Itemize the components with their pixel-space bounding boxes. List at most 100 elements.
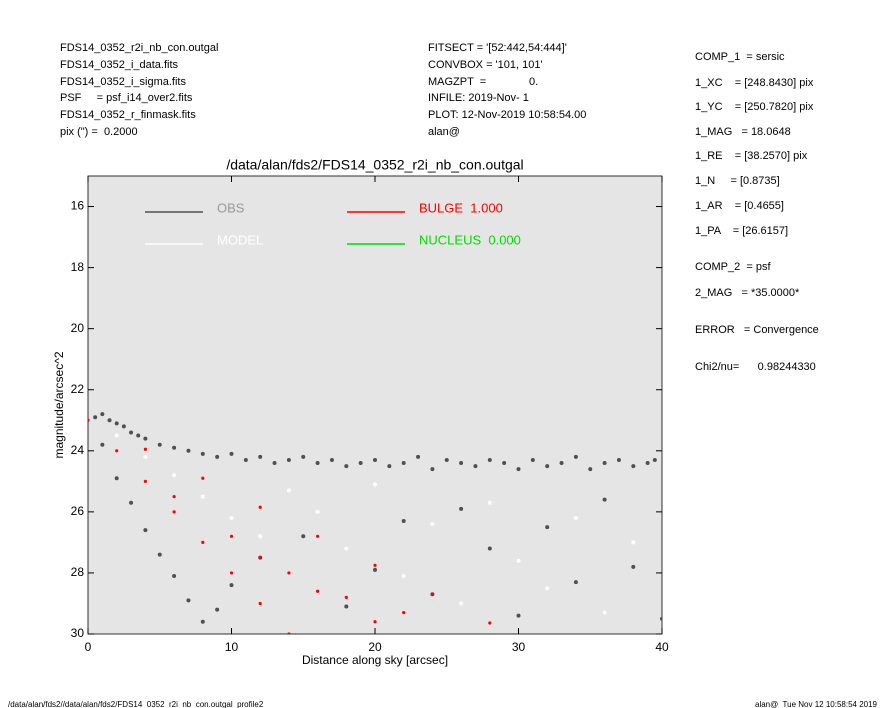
fit-param-line: 2_MAG = *35.0000* [695, 287, 800, 299]
data-point [157, 552, 162, 557]
data-point [301, 454, 306, 459]
data-point [488, 621, 492, 625]
plot-area [87, 175, 663, 635]
data-point [172, 473, 177, 478]
data-point [215, 607, 220, 612]
legend-label: OBS [217, 200, 245, 215]
fit-param-line: 1_PA = [26.6157] [695, 225, 789, 237]
data-point [573, 515, 578, 520]
data-point [373, 563, 377, 567]
data-point [401, 573, 406, 578]
data-point [344, 546, 349, 551]
header-middle-line: CONVBOX = '101, 101' [428, 58, 543, 71]
data-point [88, 418, 90, 422]
data-point [93, 415, 98, 420]
y-tick-label: 22 [71, 382, 85, 396]
data-point [545, 464, 550, 469]
data-point [229, 583, 234, 588]
header-left-line: pix (") = 0.2000 [60, 126, 138, 138]
data-point [660, 616, 662, 621]
y-tick-label: 24 [71, 443, 85, 457]
data-point [100, 412, 105, 417]
data-point [588, 467, 593, 472]
data-point [459, 506, 464, 511]
data-point [143, 447, 147, 451]
header-middle-line: INFILE: 2019-Nov- 1 [428, 92, 529, 105]
data-point [444, 457, 449, 462]
data-point [373, 567, 377, 572]
data-point [272, 461, 277, 466]
data-point [229, 534, 234, 538]
data-point [287, 571, 291, 575]
x-tick-label: 20 [368, 640, 382, 654]
data-point [631, 564, 636, 569]
data-point [129, 500, 134, 505]
data-point [201, 540, 205, 545]
data-point [401, 461, 406, 466]
data-point [129, 430, 134, 435]
data-point [473, 464, 478, 469]
data-point [100, 442, 105, 447]
data-point [416, 454, 421, 459]
data-point [430, 522, 435, 527]
data-point [258, 534, 263, 539]
y-tick-label: 16 [71, 199, 85, 213]
data-point [430, 592, 434, 596]
data-point [301, 534, 306, 539]
y-axis-label: magnitude/arcsec^2 [52, 351, 66, 458]
x-tick-label: 10 [225, 640, 239, 654]
data-point [545, 586, 550, 591]
data-point [315, 509, 320, 514]
data-point [602, 610, 607, 615]
data-point [143, 528, 148, 533]
x-tick-label: 30 [512, 640, 526, 654]
fit-param-line: 1_AR = [0.4655] [695, 200, 784, 212]
data-point [559, 461, 564, 466]
data-point [172, 573, 177, 578]
data-point [287, 632, 291, 634]
data-point [286, 488, 291, 493]
data-point [229, 451, 234, 456]
footer-left: /data/alan/fds2//data/alan/fds2/FDS14_03… [8, 700, 264, 708]
data-point [258, 601, 262, 606]
data-point [373, 482, 377, 487]
data-point [373, 457, 377, 462]
data-point [286, 457, 291, 462]
data-point [487, 500, 492, 505]
header-middle-line: FITSECT = '[52:442,54:444]' [428, 42, 567, 54]
data-point [121, 424, 126, 429]
data-point [229, 571, 234, 575]
data-point [136, 433, 141, 438]
header-left-line: FDS14_0352_r2i_nb_con.outgal [60, 42, 219, 54]
data-point [316, 589, 320, 593]
data-point [459, 601, 464, 606]
data-point [186, 448, 191, 453]
data-point [329, 457, 334, 462]
data-point [516, 558, 521, 563]
footer-right: alan@ Tue Nov 12 10:58:54 2019 [755, 700, 877, 708]
data-point [258, 556, 262, 560]
data-point [172, 510, 176, 514]
fit-param-line: 1_MAG = 18.0648 [695, 126, 791, 138]
fit-param-line: COMP_2 = psf [695, 261, 771, 273]
data-point [573, 580, 578, 585]
data-point [487, 546, 492, 551]
data-point [114, 421, 119, 426]
data-point [652, 457, 657, 462]
header-left-line: FDS14_0352_r_finmask.fits [60, 109, 196, 122]
points [88, 412, 662, 634]
data-point [631, 540, 636, 545]
header-left-line: PSF = psf_i14_over2.fits [60, 92, 193, 105]
data-point [373, 620, 377, 624]
fit-param-line: Chi2/nu= 0.98244330 [695, 361, 816, 373]
y-tick-label: 18 [71, 260, 85, 274]
data-point [645, 461, 650, 466]
data-point [573, 454, 578, 459]
data-point [115, 449, 119, 453]
data-point [114, 433, 119, 438]
header-middle-line: MAGZPT = 0. [428, 75, 539, 88]
data-point [200, 451, 205, 456]
data-point [143, 479, 147, 483]
